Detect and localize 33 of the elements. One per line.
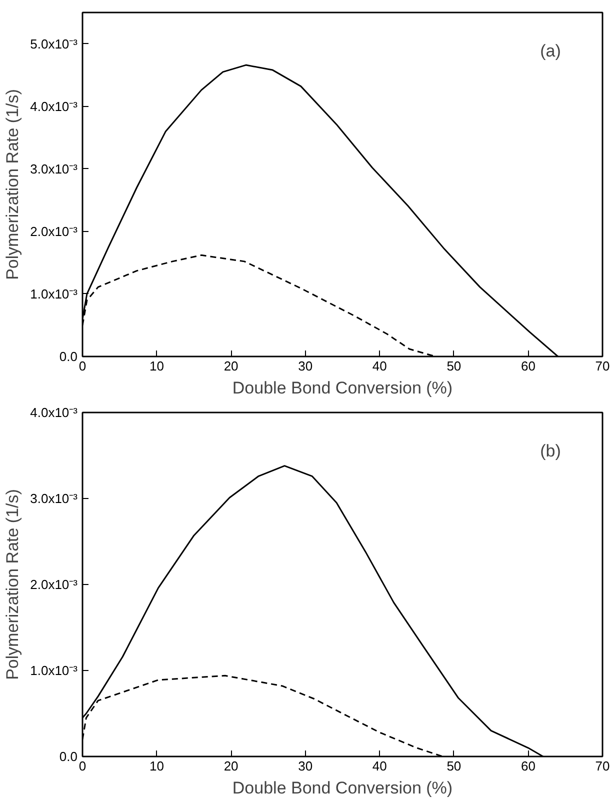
y-axis-title: Polymerization Rate (1/s) [3,489,22,680]
x-tick-label: 10 [150,358,164,374]
y-axis-title: Polymerization Rate (1/s) [3,89,22,280]
x-tick-label: 50 [446,358,462,374]
x-tick-label: 40 [372,758,387,774]
y-tick-label: 2.0x10⁻³ [30,577,78,592]
annotation: (a) [540,42,561,61]
y-tick-label: 0.0 [59,349,78,364]
x-tick-label: 10 [150,758,164,774]
x-tick-label: 30 [298,758,313,774]
x-tick-label: 0 [78,358,86,374]
x-axis-title: Double Bond Conversion (%) [232,778,453,798]
x-tick-label: 0 [78,758,86,774]
x-tick-label: 30 [298,358,313,374]
y-tick-label: 3.0x10⁻³ [30,491,78,506]
y-tick-label: 3.0x10⁻³ [30,161,78,176]
x-tick-label: 70 [595,758,610,774]
x-tick-label: 20 [224,358,238,374]
x-tick-label: 50 [446,758,462,774]
y-tick-label: 1.0x10⁻³ [30,286,78,302]
y-tick-label: 1.0x10⁻³ [30,663,78,678]
x-tick-label: 40 [372,358,387,374]
annotation: (b) [540,442,561,461]
x-tick-label: 70 [595,358,610,374]
x-tick-label: 60 [520,358,536,374]
y-tick-label: 0.0 [59,749,78,764]
y-tick-label: 5.0x10⁻³ [30,36,78,52]
y-tick-label: 4.0x10⁻³ [30,98,78,114]
y-tick-label: 2.0x10⁻³ [30,224,78,239]
x-tick-label: 20 [224,758,238,774]
x-axis-title: Double Bond Conversion (%) [232,378,453,398]
x-tick-label: 60 [520,758,536,774]
y-tick-label: 4.0x10⁻³ [30,405,78,420]
